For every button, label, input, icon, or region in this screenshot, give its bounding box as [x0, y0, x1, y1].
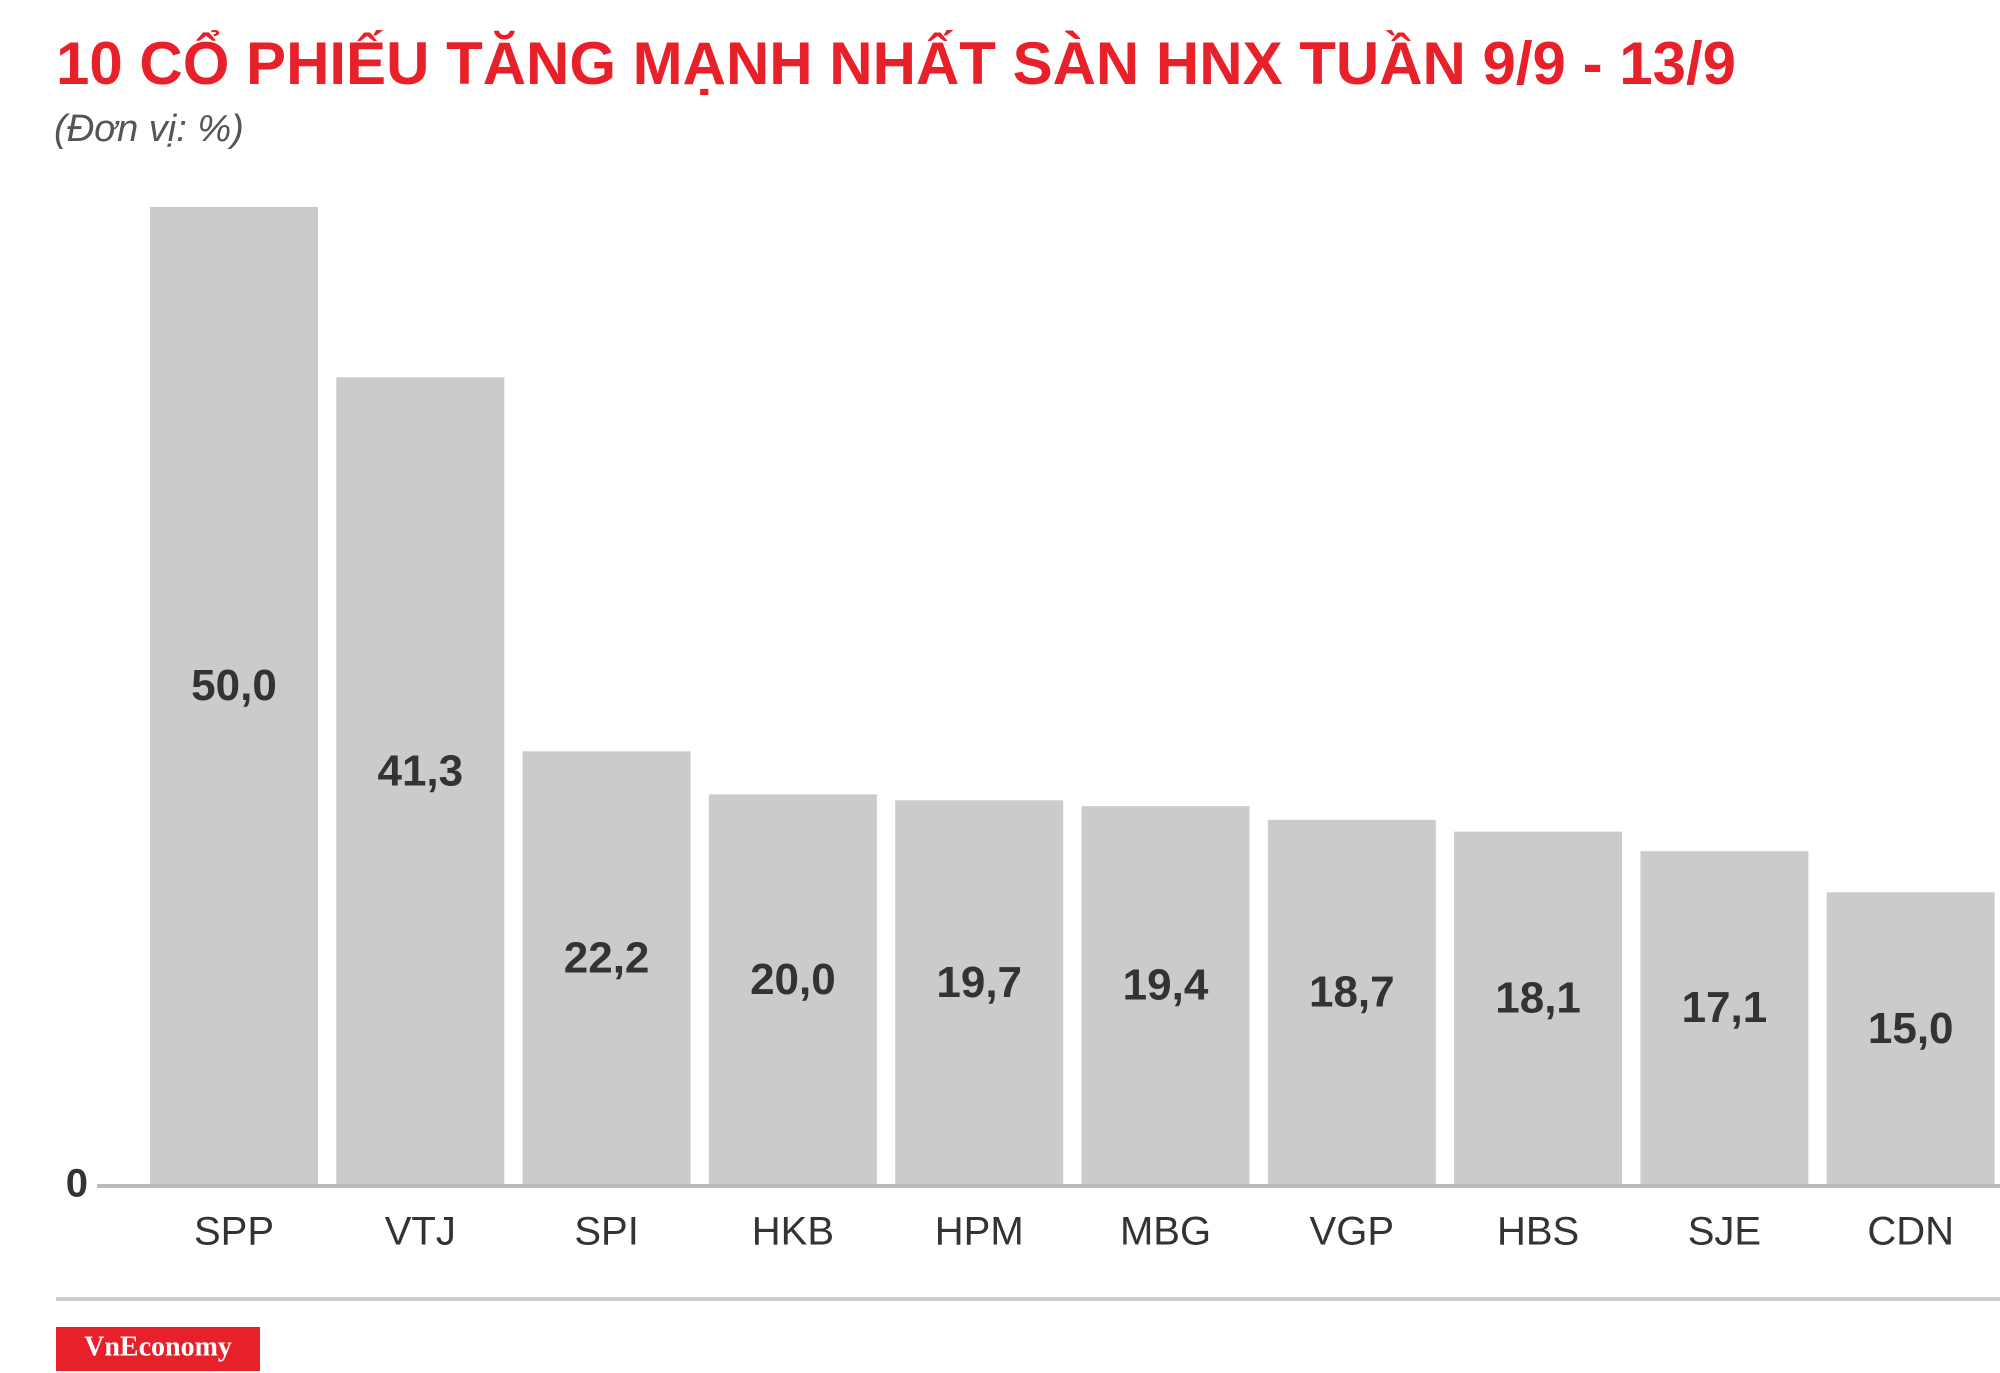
value-label: 50,0	[191, 661, 277, 710]
x-tick-label: SJE	[1688, 1210, 1761, 1254]
brand-badge	[56, 1327, 260, 1371]
bar	[522, 751, 691, 1186]
value-label: 22,2	[564, 933, 650, 982]
x-tick-label: CDN	[1867, 1210, 1954, 1254]
bar	[336, 377, 505, 1186]
bar	[1640, 851, 1809, 1186]
x-tick-label: MBG	[1120, 1210, 1211, 1254]
bar	[1081, 806, 1250, 1186]
x-tick-label: SPI	[574, 1210, 638, 1254]
value-label: 19,7	[936, 958, 1022, 1007]
x-tick-label: VGP	[1310, 1210, 1394, 1254]
brand-label: VnEconomy	[84, 1331, 232, 1362]
x-tick-label: HKB	[752, 1210, 834, 1254]
value-label: 18,7	[1309, 968, 1395, 1017]
value-label: 17,1	[1682, 983, 1768, 1032]
bar	[150, 207, 318, 1186]
value-label: 20,0	[750, 955, 836, 1004]
x-tick-label: VTJ	[385, 1210, 456, 1254]
chart-subtitle: (Đơn vị: %)	[54, 108, 244, 150]
value-label: 19,4	[1123, 961, 1209, 1010]
chart-title: 10 CỔ PHIẾU TĂNG MẠNH NHẤT SÀN HNX TUẦN …	[56, 30, 1736, 97]
value-label: 18,1	[1495, 973, 1581, 1022]
value-label: 15,0	[1868, 1004, 1954, 1053]
x-tick-label: SPP	[194, 1210, 274, 1254]
bar	[708, 794, 877, 1186]
bar	[1454, 831, 1623, 1186]
value-label: 41,3	[377, 746, 463, 795]
bar	[1826, 892, 1995, 1186]
y-tick-label: 0	[66, 1162, 88, 1206]
bar	[895, 800, 1064, 1186]
bar	[1267, 819, 1436, 1186]
x-tick-label: HPM	[935, 1210, 1024, 1254]
x-tick-label: HBS	[1497, 1210, 1579, 1254]
